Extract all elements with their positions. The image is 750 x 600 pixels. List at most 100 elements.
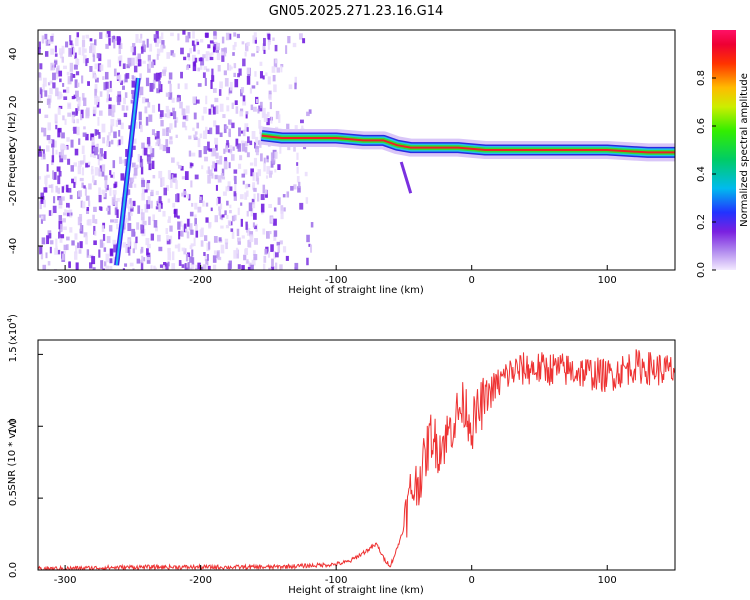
noise-blob (269, 170, 273, 175)
snr-panel: -300 -200 -100 0 100 0.0 0.5 1.0 1.5 Height of … (6, 314, 676, 596)
noise-blob (188, 194, 191, 201)
noise-blob (132, 43, 136, 47)
noise-blob (287, 36, 291, 44)
noise-blob (184, 171, 189, 181)
noise-blob (225, 224, 230, 229)
noise-blob (227, 220, 232, 226)
noise-blob (96, 53, 101, 59)
noise-blob (121, 159, 125, 164)
noise-blob (218, 210, 222, 216)
noise-blob (136, 222, 140, 230)
noise-blob (253, 157, 258, 167)
noise-blob (97, 96, 100, 103)
noise-blob (200, 240, 204, 247)
noise-blob (54, 53, 58, 57)
noise-blob (153, 73, 158, 82)
noise-blob (210, 107, 214, 115)
noise-blob (180, 165, 184, 171)
noise-blob (191, 152, 196, 157)
noise-blob (93, 240, 97, 246)
noise-blob (252, 35, 255, 44)
noise-blob (255, 148, 259, 156)
noise-blob (223, 47, 227, 54)
noise-blob (268, 92, 272, 101)
noise-blob (106, 236, 111, 244)
noise-blob (111, 36, 115, 43)
noise-blob (262, 263, 266, 270)
noise-blob (171, 174, 175, 183)
noise-blob (64, 118, 67, 125)
noise-blob (139, 158, 144, 168)
spectrogram-y-tick-label: -40 (8, 238, 19, 254)
noise-blob (191, 257, 195, 265)
noise-blob (187, 32, 191, 39)
noise-blob (75, 109, 79, 114)
noise-blob (187, 57, 191, 61)
noise-blob (42, 153, 46, 160)
noise-blob (146, 248, 149, 256)
noise-blob (45, 252, 48, 259)
colorbar-tick-label: 0.2 (696, 214, 707, 230)
noise-blob (231, 122, 235, 129)
noise-blob (63, 212, 67, 216)
noise-blob (131, 228, 136, 237)
noise-blob (190, 163, 194, 167)
noise-blob (61, 253, 65, 261)
noise-blob (62, 82, 65, 87)
noise-blob (168, 72, 173, 80)
noise-blob (61, 132, 65, 139)
noise-blob (222, 114, 226, 119)
noise-blob (138, 94, 141, 98)
noise-blob (233, 32, 237, 37)
noise-blob (210, 79, 213, 89)
noise-blob (276, 67, 281, 73)
noise-blob (268, 90, 272, 95)
noise-blob (124, 158, 128, 166)
noise-blob (253, 187, 257, 192)
noise-blob (94, 39, 97, 46)
noise-blob (216, 198, 219, 206)
noise-blob (61, 45, 65, 54)
noise-blob (140, 124, 143, 133)
noise-blob (309, 244, 313, 253)
snr-y-tick-label: 1.0 (8, 418, 19, 434)
noise-blob (267, 251, 271, 258)
spectrogram-y-label: Frequency (Hz) (7, 112, 18, 188)
noise-blob (191, 54, 196, 63)
noise-blob (57, 175, 61, 185)
noise-blob (201, 115, 205, 121)
noise-blob (139, 86, 144, 96)
noise-blob (146, 200, 150, 209)
noise-blob (213, 106, 216, 115)
noise-blob (38, 176, 42, 180)
noise-blob (228, 119, 231, 125)
noise-blob (109, 248, 114, 257)
noise-blob (191, 40, 195, 46)
snr-x-tick-label: -100 (325, 575, 348, 586)
noise-blob (164, 113, 167, 118)
noise-blob (127, 239, 131, 248)
noise-blob (266, 155, 269, 160)
colorbar-gradient (712, 30, 736, 270)
noise-blob (229, 119, 233, 126)
noise-blob (146, 182, 150, 191)
noise-blob (79, 213, 83, 222)
noise-blob (82, 54, 87, 64)
noise-blob (134, 164, 139, 169)
noise-blob (218, 237, 222, 242)
noise-blob (168, 216, 171, 223)
noise-blob (80, 109, 84, 119)
noise-blob (229, 64, 232, 71)
noise-blob (169, 123, 173, 130)
noise-blob (52, 63, 55, 71)
noise-blob (199, 133, 203, 139)
noise-blob (106, 30, 111, 38)
noise-blob (152, 214, 155, 222)
noise-blob (189, 211, 194, 217)
noise-blob (103, 82, 107, 91)
noise-blob (190, 229, 194, 235)
noise-blob (49, 87, 53, 95)
noise-blob (49, 40, 54, 44)
noise-blob (81, 182, 84, 188)
noise-blob (44, 33, 48, 40)
